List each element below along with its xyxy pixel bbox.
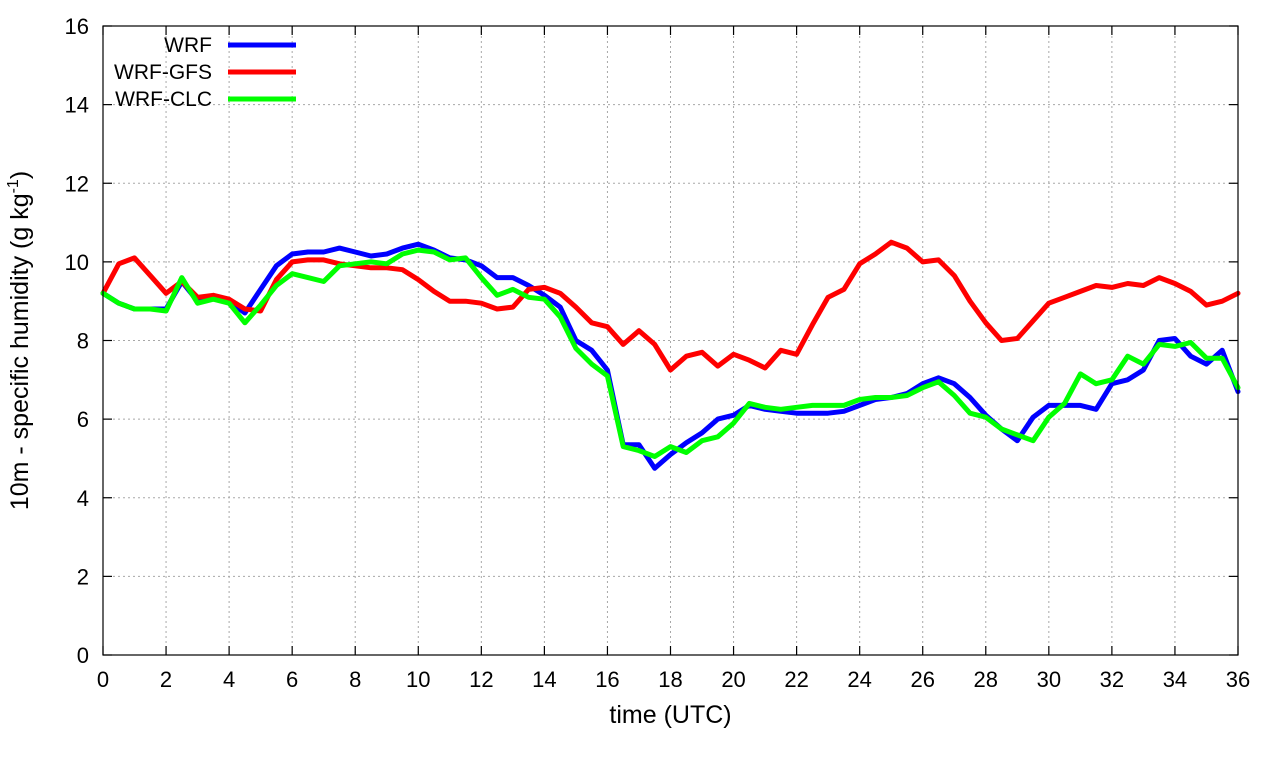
y-axis-label-superscript: -1 bbox=[5, 179, 22, 193]
x-tick-label: 14 bbox=[532, 667, 556, 692]
x-tick-label: 34 bbox=[1163, 667, 1187, 692]
x-tick-label: 10 bbox=[406, 667, 430, 692]
x-tick-label: 30 bbox=[1037, 667, 1061, 692]
x-tick-label: 12 bbox=[469, 667, 493, 692]
y-tick-label: 16 bbox=[65, 14, 89, 39]
y-tick-label: 8 bbox=[77, 329, 89, 354]
x-tick-label: 32 bbox=[1100, 667, 1124, 692]
x-tick-label: 24 bbox=[847, 667, 871, 692]
x-tick-label: 28 bbox=[974, 667, 998, 692]
x-tick-label: 22 bbox=[784, 667, 808, 692]
x-tick-label: 0 bbox=[97, 667, 109, 692]
legend-label-wrf-clc: WRF-CLC bbox=[115, 88, 212, 111]
series-line-wrf-clc bbox=[100, 247, 1241, 459]
y-tick-label: 4 bbox=[77, 486, 89, 511]
x-tick-label: 4 bbox=[223, 667, 235, 692]
legend-label-wrf: WRF bbox=[164, 34, 212, 57]
y-tick-label: 0 bbox=[77, 643, 89, 668]
x-tick-label: 26 bbox=[910, 667, 934, 692]
x-tick-label: 20 bbox=[721, 667, 745, 692]
series-lines bbox=[100, 239, 1241, 471]
y-axis-label-close: ) bbox=[6, 171, 34, 179]
legend-label-wrf-gfs: WRF-GFS bbox=[114, 61, 212, 84]
x-axis-label: time (UTC) bbox=[609, 701, 731, 729]
x-tick-label: 8 bbox=[349, 667, 361, 692]
x-tick-label: 18 bbox=[658, 667, 682, 692]
y-tick-label: 14 bbox=[65, 93, 89, 118]
y-axis-label: 10m - specific humidity (g kg-1) bbox=[5, 171, 34, 510]
y-tick-label: 6 bbox=[77, 407, 89, 432]
y-tick-label: 10 bbox=[65, 250, 89, 275]
series-line-wrf bbox=[100, 241, 1241, 471]
y-tick-label: 12 bbox=[65, 171, 89, 196]
y-axis-label-main: 10m - specific humidity (g kg bbox=[6, 193, 34, 510]
x-tick-label: 16 bbox=[595, 667, 619, 692]
axis-ticks: 0 2 4 6 8 10 12 14 16 18 20 22 24 26 28 30 32 34 360246810… bbox=[65, 14, 1251, 692]
grid bbox=[103, 26, 1238, 655]
x-tick-label: 2 bbox=[160, 667, 172, 692]
x-tick-label: 36 bbox=[1226, 667, 1250, 692]
legend: WRF WRF-GFS WRF-CLC bbox=[114, 34, 296, 111]
x-tick-label: 6 bbox=[286, 667, 298, 692]
series-line-wrf-gfs bbox=[100, 239, 1241, 373]
y-tick-label: 2 bbox=[77, 564, 89, 589]
